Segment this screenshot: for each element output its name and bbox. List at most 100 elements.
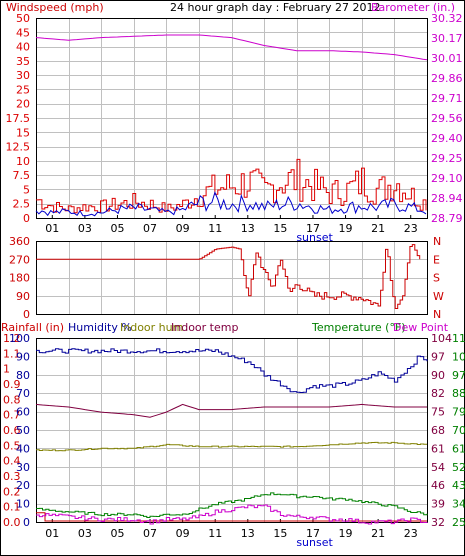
temp-tick-label: 32 — [431, 516, 445, 529]
hour-tick-label: 23 — [404, 222, 418, 235]
compass-tick-label: N — [433, 235, 441, 248]
hour-tick-label: 07 — [143, 527, 157, 540]
rainfall-tick-label: 0.0 — [3, 516, 21, 529]
rainfall-line — [36, 512, 427, 522]
humidity-tick-label: 10 — [16, 498, 30, 511]
temp-tick-label: 61 — [431, 442, 445, 455]
humidity-tick-label: 70 — [16, 387, 30, 400]
temp-tick-label: 43 — [452, 479, 465, 492]
humidity-axis-label: Humidity % — [68, 321, 132, 334]
windspeed-line — [35, 191, 427, 217]
barometer-tick-label: 29.40 — [431, 132, 463, 145]
hour-tick-label: 17 — [306, 222, 320, 235]
rainfall-tick-label: 0.5 — [3, 439, 21, 452]
temp-tick-label: 54 — [431, 461, 445, 474]
temp-tick-label: 75 — [431, 406, 445, 419]
humidity-tick-label: 100 — [9, 332, 30, 345]
barometer-tick-label: 28.94 — [431, 192, 463, 205]
hour-tick-label: 01 — [45, 527, 59, 540]
barometer-tick-label: 28.79 — [431, 212, 463, 225]
temp-tick-label: 52 — [452, 461, 465, 474]
hour-tick-label: 05 — [110, 527, 124, 540]
hour-tick-label: 03 — [78, 222, 92, 235]
temp-tick-label: 88 — [452, 387, 465, 400]
temperature-line — [36, 492, 428, 518]
windspeed-tick-label: 20 — [16, 98, 30, 111]
hour-tick-label: 21 — [371, 527, 385, 540]
barometer-tick-label: 30.17 — [431, 32, 463, 45]
rainfall-tick-label: 0.8 — [3, 393, 21, 406]
hour-tick-label: 07 — [143, 222, 157, 235]
rainfall-tick-label: 0.4 — [3, 455, 21, 468]
windspeed-tick-label: 50 — [16, 12, 30, 25]
rainfall-tick-label: 0.9 — [3, 378, 21, 391]
wind-direction-frame — [36, 241, 428, 315]
rainfall-axis-label: Rainfall (in) — [1, 321, 64, 334]
humidity-tick-label: 90 — [16, 350, 30, 363]
hour-tick-label: 17 — [306, 527, 320, 540]
temp-tick-label: 104 — [431, 332, 452, 345]
direction-tick-label: 180 — [9, 272, 30, 285]
temp-tick-label: 97 — [431, 350, 445, 363]
graph-title: 24 hour graph day : February 27 2012 — [170, 1, 381, 14]
barometer-tick-label: 30.32 — [431, 12, 463, 25]
sunset-label-bottom: sunset — [296, 536, 333, 549]
temp-tick-label: 90 — [431, 369, 445, 382]
windspeed-tick-label: 15 — [16, 126, 30, 139]
hour-tick-label: 23 — [404, 527, 418, 540]
rainfall-tick-label: 1.1 — [3, 347, 21, 360]
humidity-tick-label: 60 — [16, 406, 30, 419]
windspeed-tick-label: 5 — [23, 183, 30, 196]
direction-tick-label: 270 — [9, 253, 30, 266]
indoor-humidity-label: Indoor hum — [120, 321, 183, 334]
temp-tick-label: 61 — [452, 442, 465, 455]
windspeed-tick-label: 30 — [16, 69, 30, 82]
humidity-tick-label: 20 — [16, 479, 30, 492]
windspeed-tick-label: 12.5 — [6, 141, 31, 154]
windspeed-tick-label: 25 — [16, 83, 30, 96]
wind-baro-frame — [36, 18, 428, 219]
indoor-humidity-line — [36, 441, 427, 452]
temp-tick-label: 68 — [431, 424, 445, 437]
barometer-tick-label: 29.25 — [431, 152, 463, 165]
humidity-tick-label: 30 — [16, 461, 30, 474]
rain-humidity-temp-frame — [36, 338, 428, 523]
humidity-tick-label: 0 — [23, 516, 30, 529]
sunset-label-top: sunset — [296, 231, 333, 244]
hour-tick-label: 09 — [176, 527, 190, 540]
windspeed-axis-label: Windspeed (mph) — [6, 1, 104, 14]
windspeed-tick-label: 45 — [16, 26, 30, 39]
hour-tick-label: 09 — [176, 222, 190, 235]
temp-tick-label: 115 — [452, 332, 465, 345]
rainfall-tick-label: 0.1 — [3, 501, 21, 514]
humidity-line — [36, 348, 428, 393]
hour-tick-label: 05 — [110, 222, 124, 235]
hour-tick-label: 03 — [78, 527, 92, 540]
rainfall-tick-label: 0.6 — [3, 424, 21, 437]
rainfall-tick-label: 0.2 — [3, 485, 21, 498]
windspeed-tick-label: 35 — [16, 55, 30, 68]
compass-tick-label: S — [433, 272, 440, 285]
temp-tick-label: 70 — [452, 424, 465, 437]
hour-tick-label: 15 — [273, 222, 287, 235]
compass-tick-label: W — [433, 290, 444, 303]
dewpoint-axis-label: Dew Point — [393, 321, 449, 334]
windspeed-tick-label: 10 — [16, 155, 30, 168]
hour-tick-label: 11 — [208, 222, 222, 235]
wind-direction-line — [36, 244, 421, 309]
temp-tick-label: 46 — [431, 479, 445, 492]
temp-tick-label: 25 — [452, 516, 465, 529]
barometer-tick-label: 29.10 — [431, 172, 463, 185]
indoor-temp-label: Indoor temp — [171, 321, 238, 334]
temp-tick-label: 39 — [431, 498, 445, 511]
windspeed-tick-label: 40 — [16, 41, 30, 54]
humidity-tick-label: 40 — [16, 442, 30, 455]
temp-tick-label: 79 — [452, 406, 465, 419]
temperature-axis-label: Temperature (°F) — [311, 321, 406, 334]
windspeed-tick-label: 7.5 — [13, 169, 31, 182]
hour-tick-label: 15 — [273, 527, 287, 540]
direction-tick-label: 360 — [9, 235, 30, 248]
temp-tick-label: 82 — [431, 387, 445, 400]
